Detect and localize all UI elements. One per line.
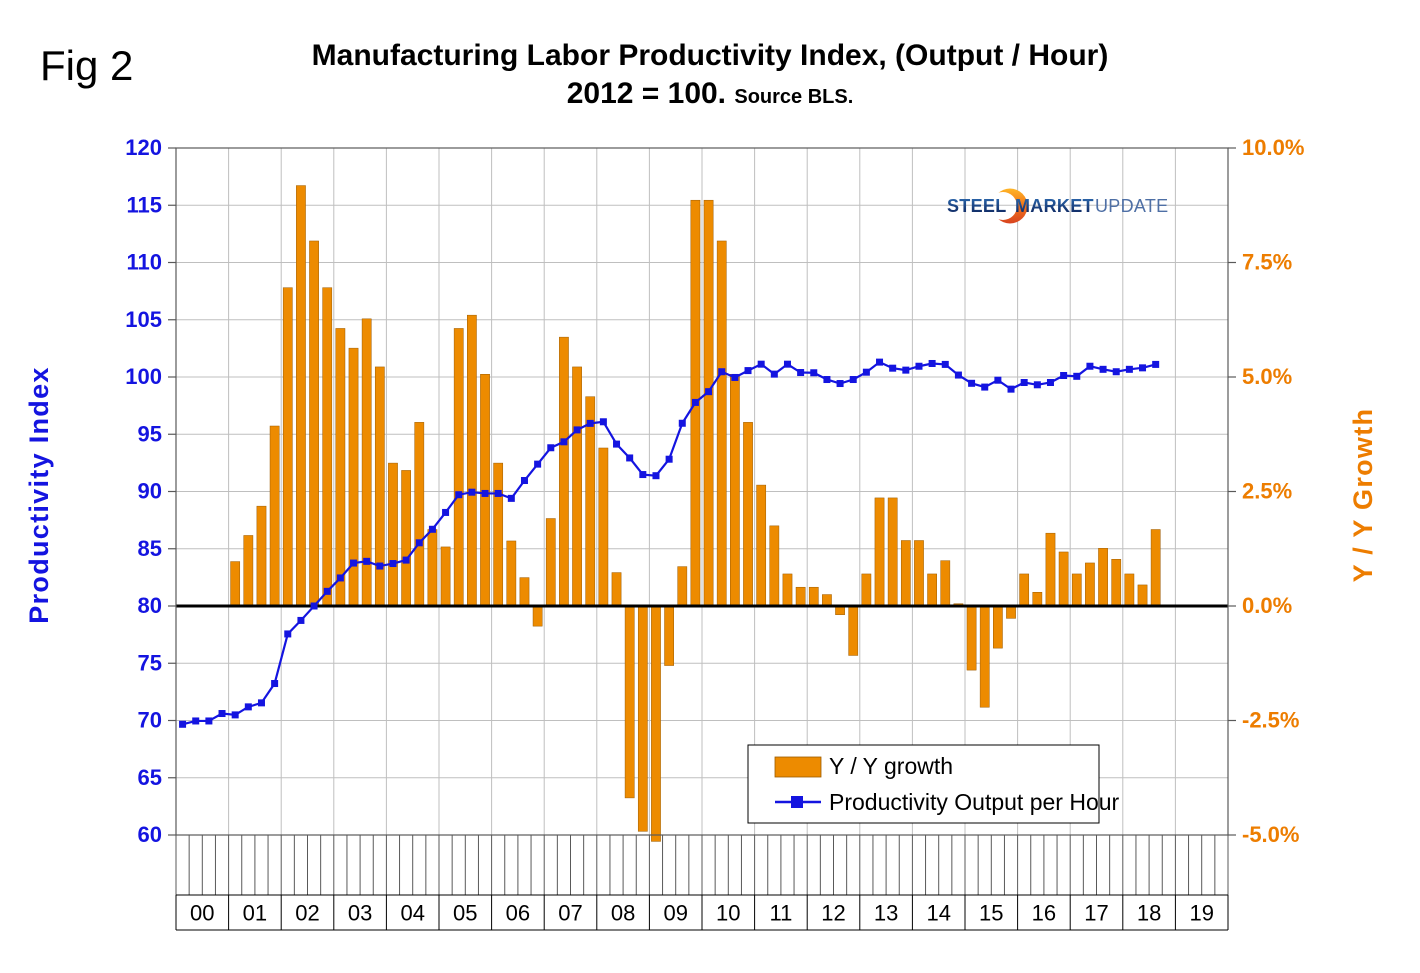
svg-text:Y / Y Growth: Y / Y Growth xyxy=(1348,408,1378,583)
svg-text:75: 75 xyxy=(138,650,162,675)
svg-text:-5.0%: -5.0% xyxy=(1242,822,1299,847)
svg-text:95: 95 xyxy=(138,421,162,446)
svg-text:02: 02 xyxy=(295,901,319,926)
svg-text:65: 65 xyxy=(138,765,162,790)
svg-text:60: 60 xyxy=(138,822,162,847)
svg-text:13: 13 xyxy=(874,901,898,926)
svg-text:Fig 2: Fig 2 xyxy=(40,42,133,89)
svg-text:-2.5%: -2.5% xyxy=(1242,708,1299,733)
svg-text:10: 10 xyxy=(716,901,740,926)
svg-text:09: 09 xyxy=(663,901,687,926)
svg-text:MARKET: MARKET xyxy=(1015,196,1094,216)
svg-text:115: 115 xyxy=(127,192,163,217)
svg-text:05: 05 xyxy=(453,901,477,926)
svg-text:STEEL: STEEL xyxy=(947,196,1007,216)
svg-text:120: 120 xyxy=(125,135,162,160)
svg-text:85: 85 xyxy=(138,536,162,561)
svg-text:15: 15 xyxy=(979,901,1003,926)
svg-text:2.5%: 2.5% xyxy=(1242,479,1292,504)
svg-text:0.0%: 0.0% xyxy=(1242,593,1292,618)
svg-text:16: 16 xyxy=(1032,901,1056,926)
svg-text:80: 80 xyxy=(138,593,162,618)
svg-text:10.0%: 10.0% xyxy=(1242,135,1304,160)
svg-text:01: 01 xyxy=(243,901,267,926)
svg-text:07: 07 xyxy=(558,901,582,926)
svg-text:7.5%: 7.5% xyxy=(1242,250,1292,275)
svg-text:18: 18 xyxy=(1137,901,1161,926)
svg-text:19: 19 xyxy=(1189,901,1213,926)
svg-text:14: 14 xyxy=(926,901,950,926)
svg-text:11: 11 xyxy=(769,901,792,926)
svg-text:03: 03 xyxy=(348,901,372,926)
svg-text:Y / Y growth: Y / Y growth xyxy=(829,753,953,779)
svg-text:17: 17 xyxy=(1084,901,1108,926)
svg-text:00: 00 xyxy=(190,901,214,926)
svg-text:04: 04 xyxy=(400,901,424,926)
svg-text:12: 12 xyxy=(821,901,845,926)
svg-text:105: 105 xyxy=(125,307,162,332)
svg-text:90: 90 xyxy=(138,479,162,504)
svg-text:UPDATE: UPDATE xyxy=(1095,196,1168,216)
svg-text:5.0%: 5.0% xyxy=(1242,364,1292,389)
svg-text:06: 06 xyxy=(506,901,530,926)
svg-text:110: 110 xyxy=(127,250,163,275)
svg-text:100: 100 xyxy=(125,364,162,389)
svg-text:70: 70 xyxy=(138,708,162,733)
svg-text:Productivity Output per Hour: Productivity Output per Hour xyxy=(829,789,1120,815)
svg-text:Manufacturing Labor Productivi: Manufacturing Labor Productivity Index, … xyxy=(312,39,1109,72)
svg-text:08: 08 xyxy=(611,901,635,926)
svg-text:Productivity Index: Productivity Index xyxy=(24,366,54,623)
